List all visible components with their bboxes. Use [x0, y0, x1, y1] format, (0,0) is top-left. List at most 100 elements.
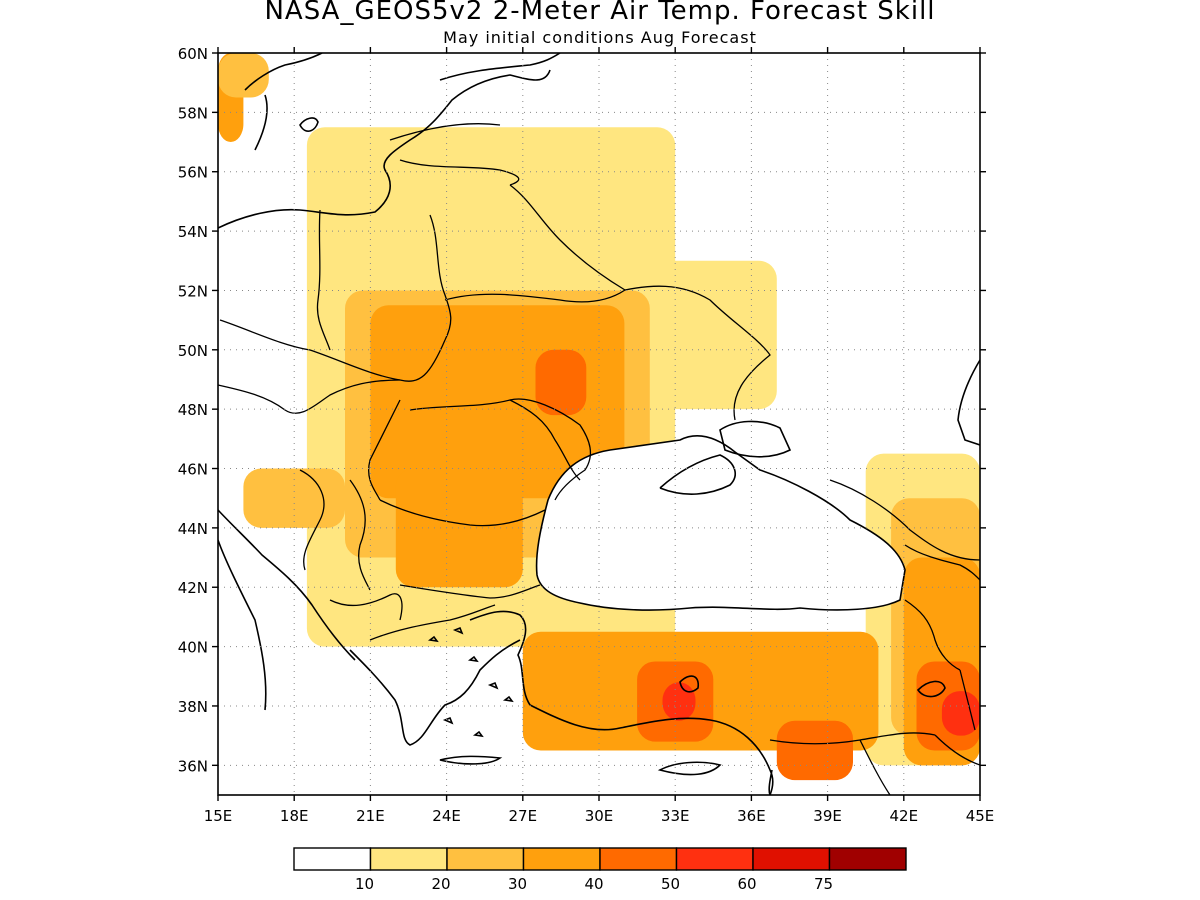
skill-region: [243, 468, 345, 528]
azov-coast: [719, 420, 792, 458]
skill-region: [218, 53, 269, 98]
border-turkey-georgia: [904, 544, 980, 581]
border-belarus-ukraine: [444, 289, 626, 303]
map-title: NASA_GEOS5v2 2-Meter Air Temp. Forecast …: [264, 0, 936, 26]
lat-tick-label: 50N: [178, 342, 208, 360]
latitude-labels: 36N 38N 40N 42N 44N 46N 48N 50N 52N 54N 56N 58N 60N: [178, 45, 208, 775]
lon-tick-label: 24E: [432, 807, 461, 825]
colorbar-label: 10: [355, 875, 374, 893]
lon-tick-label: 30E: [585, 807, 614, 825]
border-balkans-south: [329, 593, 403, 621]
colorbar-label: 75: [814, 875, 833, 893]
lat-tick-label: 54N: [178, 223, 208, 241]
lat-tick-label: 48N: [178, 401, 208, 419]
lon-tick-label: 21E: [356, 807, 385, 825]
skill-region: [776, 720, 853, 781]
colorbar-label: 30: [508, 875, 527, 893]
border-turkey-armenia: [904, 599, 961, 671]
border-serbia-east: [349, 479, 371, 591]
border-ukraine-russia: [624, 285, 771, 421]
caspian-sea-water: [958, 360, 980, 445]
border-turkey-iran: [959, 669, 976, 731]
colorbar-label: 60: [737, 875, 756, 893]
lon-tick-label: 18E: [280, 807, 309, 825]
border-turkey-syria: [769, 732, 936, 745]
sea-of-azov-water: [720, 421, 790, 457]
skill-region: [941, 691, 980, 736]
colorbar-swatch: [293, 847, 372, 871]
country-borders: [218, 123, 980, 795]
lat-tick-label: 56N: [178, 164, 208, 182]
aegean-coast: [469, 610, 531, 706]
scandinavia-coast: [244, 53, 323, 151]
axis-ticks: [212, 47, 986, 801]
italy-coast: [218, 539, 267, 711]
border-moldova: [509, 398, 592, 501]
skill-shading: [218, 53, 980, 781]
colorbar-label: 50: [661, 875, 680, 893]
border-romania-bulgaria: [379, 499, 546, 527]
border-romania-ukraine: [409, 399, 581, 481]
caspian-coast: [957, 359, 980, 446]
lake-van: [916, 680, 946, 698]
lon-tick-label: 45E: [966, 807, 995, 825]
border-belarus-russia: [509, 184, 626, 291]
border-serbia-croatia: [299, 469, 325, 571]
gridlines: [218, 53, 980, 795]
border-baltic-states: [389, 123, 520, 186]
longitude-labels: 15E 18E 21E 24E 27E 30E 33E 36E 39E 42E 45E: [204, 807, 995, 825]
cyprus-island: [657, 761, 722, 776]
colorbar-swatch: [599, 847, 678, 871]
colorbar-swatch: [675, 847, 754, 871]
border-greece-north: [369, 604, 496, 641]
border-czech-slovakia: [219, 319, 446, 382]
colorbar-label: 20: [431, 875, 450, 893]
lat-tick-label: 40N: [178, 639, 208, 657]
border-syria-iraq: [859, 739, 891, 795]
lon-tick-label: 42E: [890, 807, 919, 825]
greece-coast: [349, 639, 521, 746]
lon-tick-label: 39E: [813, 807, 842, 825]
crete-island: [439, 755, 503, 765]
border-poland-belarus: [429, 214, 452, 341]
baltic-coast: [218, 69, 551, 229]
border-iraq-iran: [934, 734, 980, 766]
levant-coast: [768, 769, 773, 795]
skill-region: [535, 349, 587, 416]
lon-tick-label: 36E: [737, 807, 766, 825]
border-poland-germany: [316, 209, 331, 351]
lat-tick-label: 52N: [178, 282, 208, 300]
border-caucasus: [829, 479, 980, 561]
skill-region: [395, 468, 523, 588]
coastlines: [218, 53, 980, 795]
lon-tick-label: 33E: [661, 807, 690, 825]
colorbar-swatch: [828, 847, 907, 871]
border-hungary-romania: [368, 399, 401, 501]
gulf-of-finland-coast: [439, 53, 561, 81]
colorbar-swatch: [446, 847, 525, 871]
colorbar-legend: 10 20 30 40 50 60 75: [293, 847, 907, 893]
map-subtitle: May initial conditions Aug Forecast: [443, 28, 757, 47]
lon-tick-label: 15E: [204, 807, 233, 825]
skill-region: [662, 682, 696, 721]
border-bulgaria-south: [399, 584, 541, 599]
gotland-island: [299, 117, 319, 132]
black-sea-water: [536, 435, 905, 611]
lake-tuz: [679, 675, 700, 693]
adriatic-coast: [218, 509, 356, 661]
lat-tick-label: 46N: [178, 461, 208, 479]
colorbar-label: 40: [584, 875, 603, 893]
black-sea-coast: [535, 435, 906, 611]
lat-tick-label: 44N: [178, 520, 208, 538]
colorbar-swatch: [522, 847, 601, 871]
lat-tick-label: 42N: [178, 579, 208, 597]
colorbar-swatch: [369, 847, 448, 871]
lat-tick-label: 36N: [178, 757, 208, 775]
aegean-islands: [427, 626, 514, 738]
lat-tick-label: 58N: [178, 104, 208, 122]
lat-tick-label: 60N: [178, 45, 208, 63]
lat-tick-label: 38N: [178, 698, 208, 716]
colorbar-swatch: [752, 847, 831, 871]
lon-tick-label: 27E: [509, 807, 538, 825]
